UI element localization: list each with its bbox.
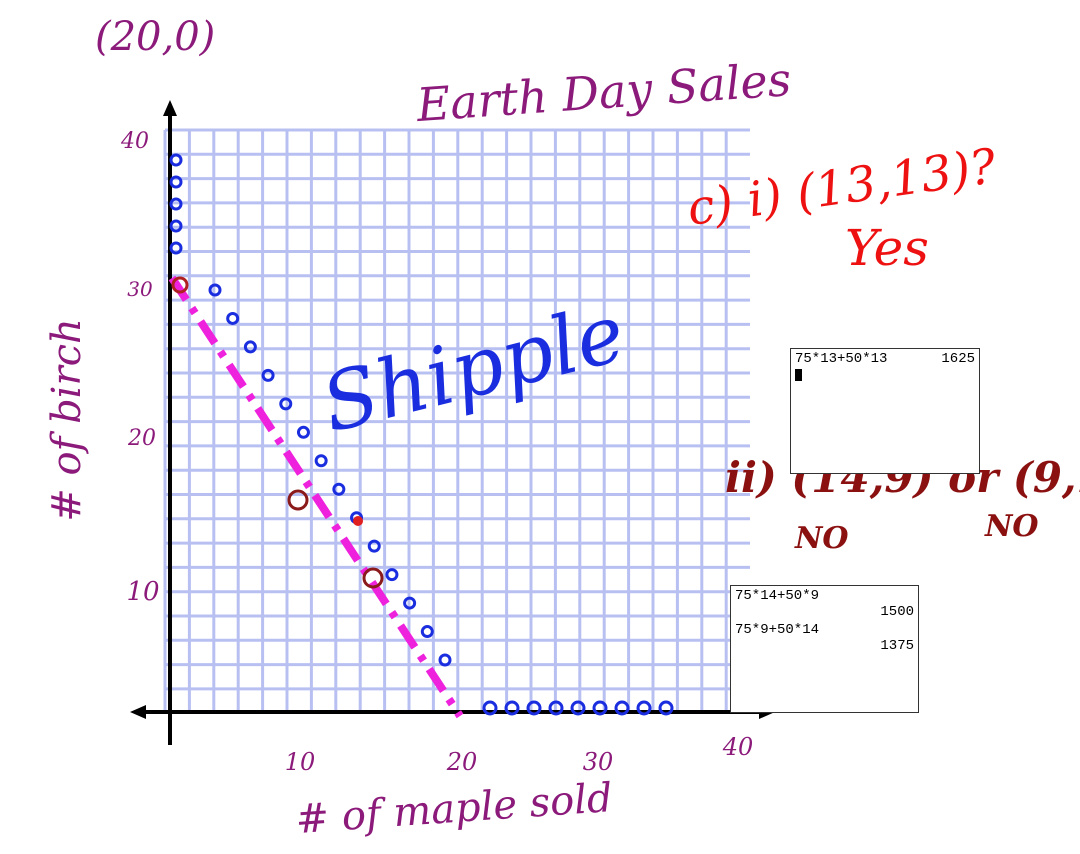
title: Earth Day Sales <box>414 52 793 132</box>
point <box>334 484 344 494</box>
x-tick-label: 10 <box>285 748 316 776</box>
result: 1375 <box>731 638 918 654</box>
y-tick-label: 30 <box>127 277 153 301</box>
expression: 75*9+50*14 <box>735 622 819 638</box>
x-tick-label: 20 <box>446 748 478 776</box>
expression: 75*13+50*13 <box>795 351 887 367</box>
calculator-screen: 75*14+50*9 1500 75*9+50*14 1375 <box>730 585 919 713</box>
point <box>316 456 326 466</box>
point <box>171 177 181 187</box>
arrow <box>163 100 177 116</box>
point <box>263 370 273 380</box>
point <box>171 155 181 165</box>
x-label: # of maple sold <box>294 775 614 843</box>
point <box>440 655 450 665</box>
calculator-screen: 75*13+50*13 1625 <box>790 348 980 474</box>
grid <box>165 130 750 712</box>
expression: 75*14+50*9 <box>735 588 819 604</box>
y-tick-label: 20 <box>127 426 156 451</box>
sample-points <box>171 155 672 714</box>
y-tick-label: 10 <box>126 577 159 607</box>
cursor <box>795 369 802 381</box>
point <box>245 342 255 352</box>
x-tick-label: 40 <box>722 733 754 761</box>
corner-note: (20,0) <box>95 14 215 60</box>
result: 1500 <box>731 604 918 620</box>
point <box>422 627 432 637</box>
point <box>298 427 308 437</box>
point <box>369 541 379 551</box>
answer: NO <box>794 521 849 556</box>
x-tick-label: 30 <box>583 748 614 776</box>
page: (20,0) Earth Day Sales # of birch # of m… <box>0 0 1080 854</box>
y-tick-label: 40 <box>120 129 149 154</box>
answer: NO <box>984 509 1039 544</box>
answer: Yes <box>845 219 929 277</box>
point <box>228 313 238 323</box>
point <box>353 516 363 526</box>
point <box>387 570 397 580</box>
y-label: # of birch <box>44 318 90 522</box>
point <box>171 243 181 253</box>
arrow <box>130 705 146 719</box>
